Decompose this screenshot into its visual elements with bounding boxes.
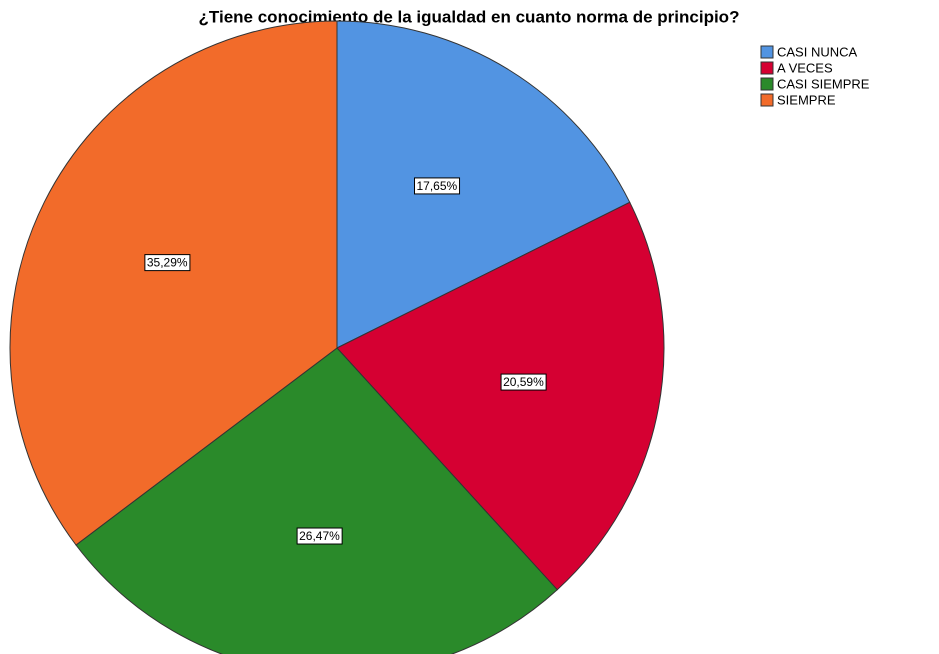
legend-label: A VECES [777, 60, 833, 75]
legend-swatch [760, 77, 774, 91]
value-label: 26,47% [299, 529, 340, 543]
pie-slice [75, 347, 558, 654]
pie-slice [336, 201, 665, 591]
value-label: 35,29% [147, 256, 188, 270]
legend-swatch [760, 45, 774, 59]
legend-label: SIEMPRE [777, 92, 836, 107]
pie-slice [336, 20, 631, 349]
pie-slice [9, 20, 338, 546]
value-label-box [414, 177, 461, 195]
value-label: 20,59% [503, 375, 544, 389]
value-label: 17,65% [417, 179, 458, 193]
legend-swatch [760, 93, 774, 107]
legend-label: CASI NUNCA [777, 44, 858, 59]
chart-title: ¿Tiene conocimiento de la igualdad en cu… [199, 7, 740, 26]
value-label-box [500, 373, 547, 391]
value-label-box [144, 254, 191, 272]
legend-label: CASI SIEMPRE [777, 76, 870, 91]
legend-swatch [760, 61, 774, 75]
value-label-box [296, 527, 343, 545]
